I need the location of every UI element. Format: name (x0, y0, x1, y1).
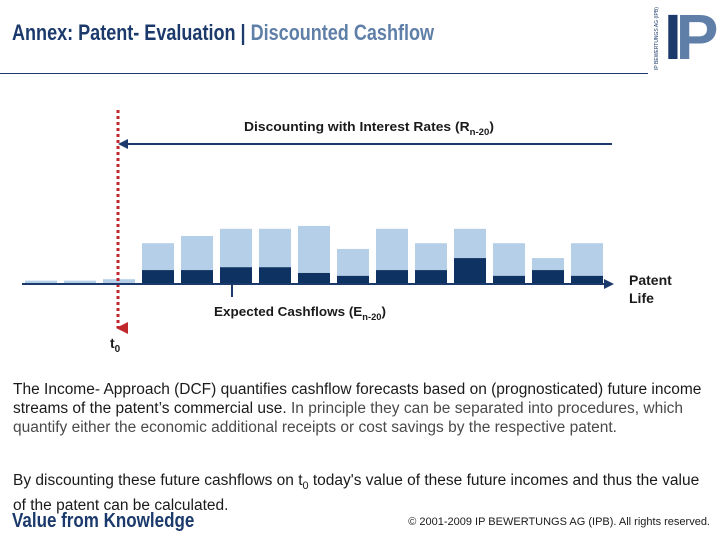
discount-label: Discounting with Interest Rates (R n-20) (244, 119, 494, 137)
logo-i: I (664, 1, 682, 73)
paragraph-discounting: By discounting these future cashflows on… (13, 471, 713, 515)
bar-12-discounted (454, 258, 486, 284)
bar-11-discounted (415, 270, 447, 284)
logo-vertical-text: IP BEWERTUNGS AG (IPB) (654, 7, 660, 70)
t0-label: t0 (110, 335, 121, 355)
patent-life-label-1: Patent (629, 272, 672, 288)
patent-life-label-2: Life (629, 290, 654, 306)
logo-mark: IP (664, 1, 719, 73)
bar-7-total (259, 228, 291, 268)
bar-4-discounted (142, 270, 174, 284)
bar-14-discounted (532, 270, 564, 284)
cashflow-bars (25, 225, 603, 284)
header-rule (0, 73, 648, 74)
p1-muted: In principle they can be separated into … (13, 400, 684, 436)
paragraph-income-approach: The Income- Approach (DCF) quantifies ca… (13, 380, 713, 437)
bar-4-total (142, 243, 174, 271)
bar-2-total (64, 280, 96, 284)
bar-11-total (415, 243, 447, 271)
bar-10-total (376, 228, 408, 271)
bar-9-total (337, 248, 369, 276)
footer-slogan: Value from Knowledge (12, 510, 195, 532)
bar-7-discounted (259, 267, 291, 284)
title-sub: Discounted Cashflow (250, 20, 435, 45)
logo-p: P (675, 1, 719, 73)
bar-13-total (493, 243, 525, 276)
p2-b: today's value of these future incomes an… (13, 472, 700, 515)
cashflow-label: Expected Cashflows (E n-20) (214, 304, 386, 322)
bar-8-total (298, 225, 330, 273)
bar-5-total (181, 236, 213, 271)
title-separator: | (235, 20, 251, 45)
bar-6-discounted (220, 267, 252, 284)
p2-a: By discounting these future cashflows on… (13, 472, 303, 489)
footer-copyright: © 2001-2009 IP BEWERTUNGS AG (IPB). All … (408, 516, 710, 528)
bar-9-discounted (337, 275, 369, 284)
page-title: Annex: Patent- Evaluation | Discounted C… (12, 20, 434, 46)
bar-15-discounted (571, 275, 603, 284)
bar-15-total (571, 243, 603, 276)
bar-10-discounted (376, 270, 408, 284)
bar-3-total (103, 279, 135, 284)
bar-13-discounted (493, 275, 525, 284)
dcf-diagram: Discounting with Interest Rates (R n-20) … (22, 110, 672, 355)
bar-1-total (25, 280, 57, 284)
bar-14-total (532, 258, 564, 271)
p2-sub: 0 (302, 480, 309, 493)
title-main: Annex: Patent- Evaluation (12, 20, 236, 45)
bar-6-total (220, 228, 252, 268)
bar-8-discounted (298, 272, 330, 284)
bar-5-discounted (181, 270, 213, 284)
bar-12-total (454, 228, 486, 259)
p1-dark: The Income- Approach (DCF) quantifies ca… (13, 381, 702, 417)
